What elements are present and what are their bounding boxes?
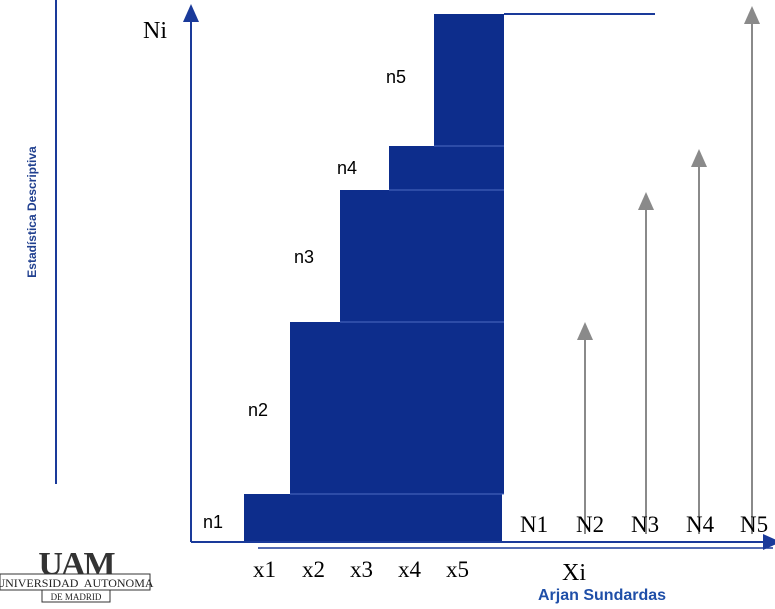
bar-n2 xyxy=(290,322,504,494)
cum-label-N1: N1 xyxy=(520,512,548,537)
bar-label-n5: n5 xyxy=(386,67,406,87)
x-tick-x5: x5 xyxy=(446,557,469,582)
bar-label-n4: n4 xyxy=(337,158,357,178)
x-tick-x3: x3 xyxy=(350,557,373,582)
bar-n1 xyxy=(244,494,502,542)
bar-n3 xyxy=(340,190,504,322)
x-tick-x2: x2 xyxy=(302,557,325,582)
cum-label-N3: N3 xyxy=(631,512,659,537)
bar-label-n2: n2 xyxy=(248,400,268,420)
sidebar-title: Estadística Descriptiva xyxy=(25,146,39,278)
x-tick-x1: x1 xyxy=(253,557,276,582)
stepped-bars xyxy=(244,13,655,542)
bar-label-n3: n3 xyxy=(294,247,314,267)
x-tick-x4: x4 xyxy=(398,557,422,582)
logo-line2: DE MADRID xyxy=(51,592,102,602)
cum-label-N4: N4 xyxy=(686,512,715,537)
bar-n5 xyxy=(434,14,504,146)
logo-subframe xyxy=(41,589,111,603)
y-axis-label: Ni xyxy=(143,18,167,44)
bar-label-n1: n1 xyxy=(203,512,223,532)
x-axis-label: Xi xyxy=(562,560,586,586)
logo-line1: UNIVERSIDAD AUTONOMA xyxy=(0,576,154,590)
cum-label-N5: N5 xyxy=(740,512,768,537)
bar-n4 xyxy=(389,146,504,190)
university-logo: UAM UNIVERSIDAD AUTONOMA DE MADRID xyxy=(0,546,154,603)
cumulative-arrows xyxy=(577,6,760,534)
author-name: Arjan Sundardas xyxy=(538,587,666,604)
cum-label-N2: N2 xyxy=(576,512,604,537)
